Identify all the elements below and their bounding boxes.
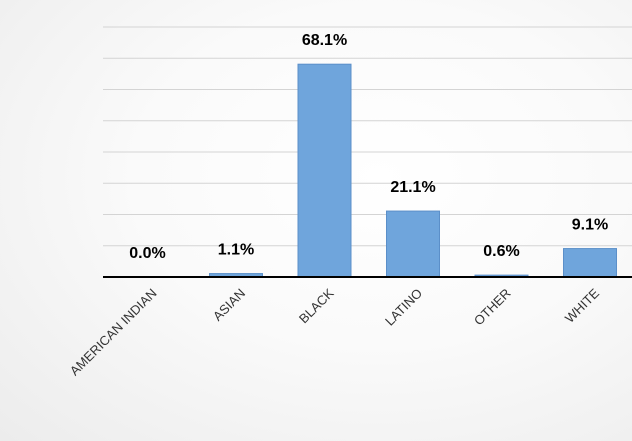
tick-label: ASIAN — [210, 286, 248, 324]
tick-label: BLACK — [296, 285, 337, 326]
category-labels: AMERICAN INDIAN ASIAN BLACK LATINO OTHER WHIT… — [67, 285, 603, 378]
tick-label: WHITE — [562, 285, 602, 325]
data-label: 21.1% — [390, 179, 435, 196]
tick-label: AMERICAN INDIAN — [67, 286, 160, 379]
gridlines — [103, 26, 632, 247]
data-label: 0.0% — [129, 245, 165, 262]
bars — [209, 63, 617, 278]
bar-black — [297, 63, 352, 278]
bar-latino — [386, 210, 440, 278]
data-label: 1.1% — [218, 242, 254, 259]
bar-white — [563, 248, 617, 278]
tick-label: OTHER — [471, 286, 514, 329]
data-labels: 0.0% 1.1% 68.1% 21.1% 0.6% 9.1% — [129, 32, 608, 262]
tick-label: LATINO — [382, 286, 425, 329]
data-label: 68.1% — [302, 32, 347, 49]
data-label: 0.6% — [483, 243, 519, 260]
data-label: 9.1% — [572, 217, 608, 234]
